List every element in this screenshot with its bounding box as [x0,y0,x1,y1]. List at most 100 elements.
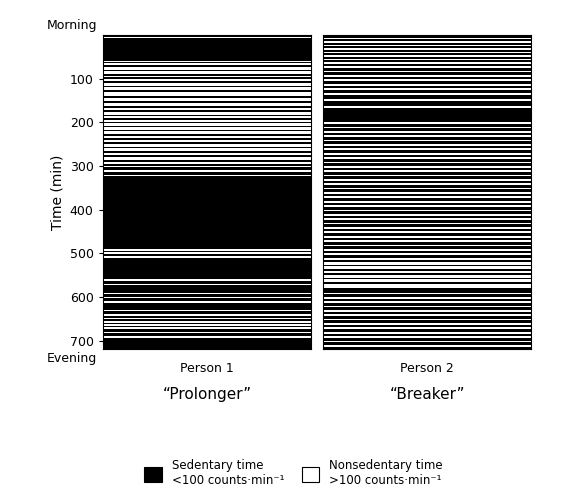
Bar [323,60,531,62]
Bar [103,294,311,297]
Bar [323,329,531,332]
Bar [323,233,531,236]
Bar [103,118,311,120]
Bar [323,185,531,188]
Bar [103,327,311,329]
Bar [103,279,311,281]
Bar [103,318,311,319]
Bar [103,167,311,170]
Bar [103,79,311,81]
Bar [323,127,531,128]
Bar [323,46,531,48]
Bar [323,273,531,275]
Bar [323,135,531,137]
Bar [323,122,531,124]
Bar [323,327,531,329]
Bar [103,147,311,149]
Bar [323,342,531,345]
Bar [323,181,531,184]
Bar [103,138,311,140]
Bar [323,297,531,298]
Bar [103,131,311,135]
Bar [103,144,311,147]
Bar [323,175,531,177]
Bar [323,210,531,212]
Bar [323,142,531,144]
Bar [323,38,531,39]
Bar [103,164,311,166]
Bar [323,177,531,179]
Bar [103,172,311,175]
Bar [103,250,311,252]
Bar [323,229,531,232]
Bar [103,108,311,110]
Bar [323,301,531,303]
Bar [323,242,531,245]
Bar [103,103,311,106]
Bar [103,179,311,249]
Bar [323,90,531,93]
Bar [103,151,311,153]
Bar [103,303,311,310]
Bar [103,77,311,78]
Bar [323,86,531,88]
Text: Person 2: Person 2 [400,362,454,375]
Bar [103,74,311,75]
Bar [323,75,531,77]
Bar [323,207,531,210]
Bar [323,325,531,327]
Bar [323,303,531,305]
Bar [323,197,531,198]
Bar [103,65,311,67]
Bar [323,253,531,255]
Bar [323,155,531,157]
Bar [323,307,531,310]
Bar [323,44,531,46]
Bar [323,106,531,108]
Bar [103,341,311,349]
Bar [323,219,531,220]
Bar [103,115,311,116]
Bar [103,92,311,96]
Bar [323,43,531,44]
Bar [103,61,311,62]
Bar [103,90,311,92]
Bar [323,168,531,170]
Text: Morning: Morning [46,19,97,32]
Bar [323,157,531,159]
Bar [323,260,531,262]
Bar [103,281,311,284]
Bar [103,298,311,301]
Bar [323,101,531,106]
Bar [323,334,531,336]
Bar [323,68,531,71]
Bar [323,262,531,264]
Bar [103,176,311,179]
Bar [323,279,531,282]
Bar [323,266,531,269]
Bar [103,314,311,316]
Bar [323,190,531,192]
Bar [323,292,531,294]
Bar [103,63,311,65]
Bar [103,112,311,115]
Bar [323,79,531,81]
Bar [323,159,531,162]
Bar [103,284,311,285]
Bar [103,140,311,142]
Bar [323,131,531,133]
Bar [323,223,531,225]
Bar [323,332,531,334]
Bar [103,70,311,71]
Bar [103,110,311,112]
Bar [323,146,531,149]
Bar [323,35,531,36]
Bar [323,220,531,223]
Bar [103,310,311,311]
Bar [323,140,531,142]
Bar [323,166,531,168]
Bar [323,236,531,238]
Bar [103,75,311,77]
Bar [103,166,311,167]
Bar [323,62,531,64]
